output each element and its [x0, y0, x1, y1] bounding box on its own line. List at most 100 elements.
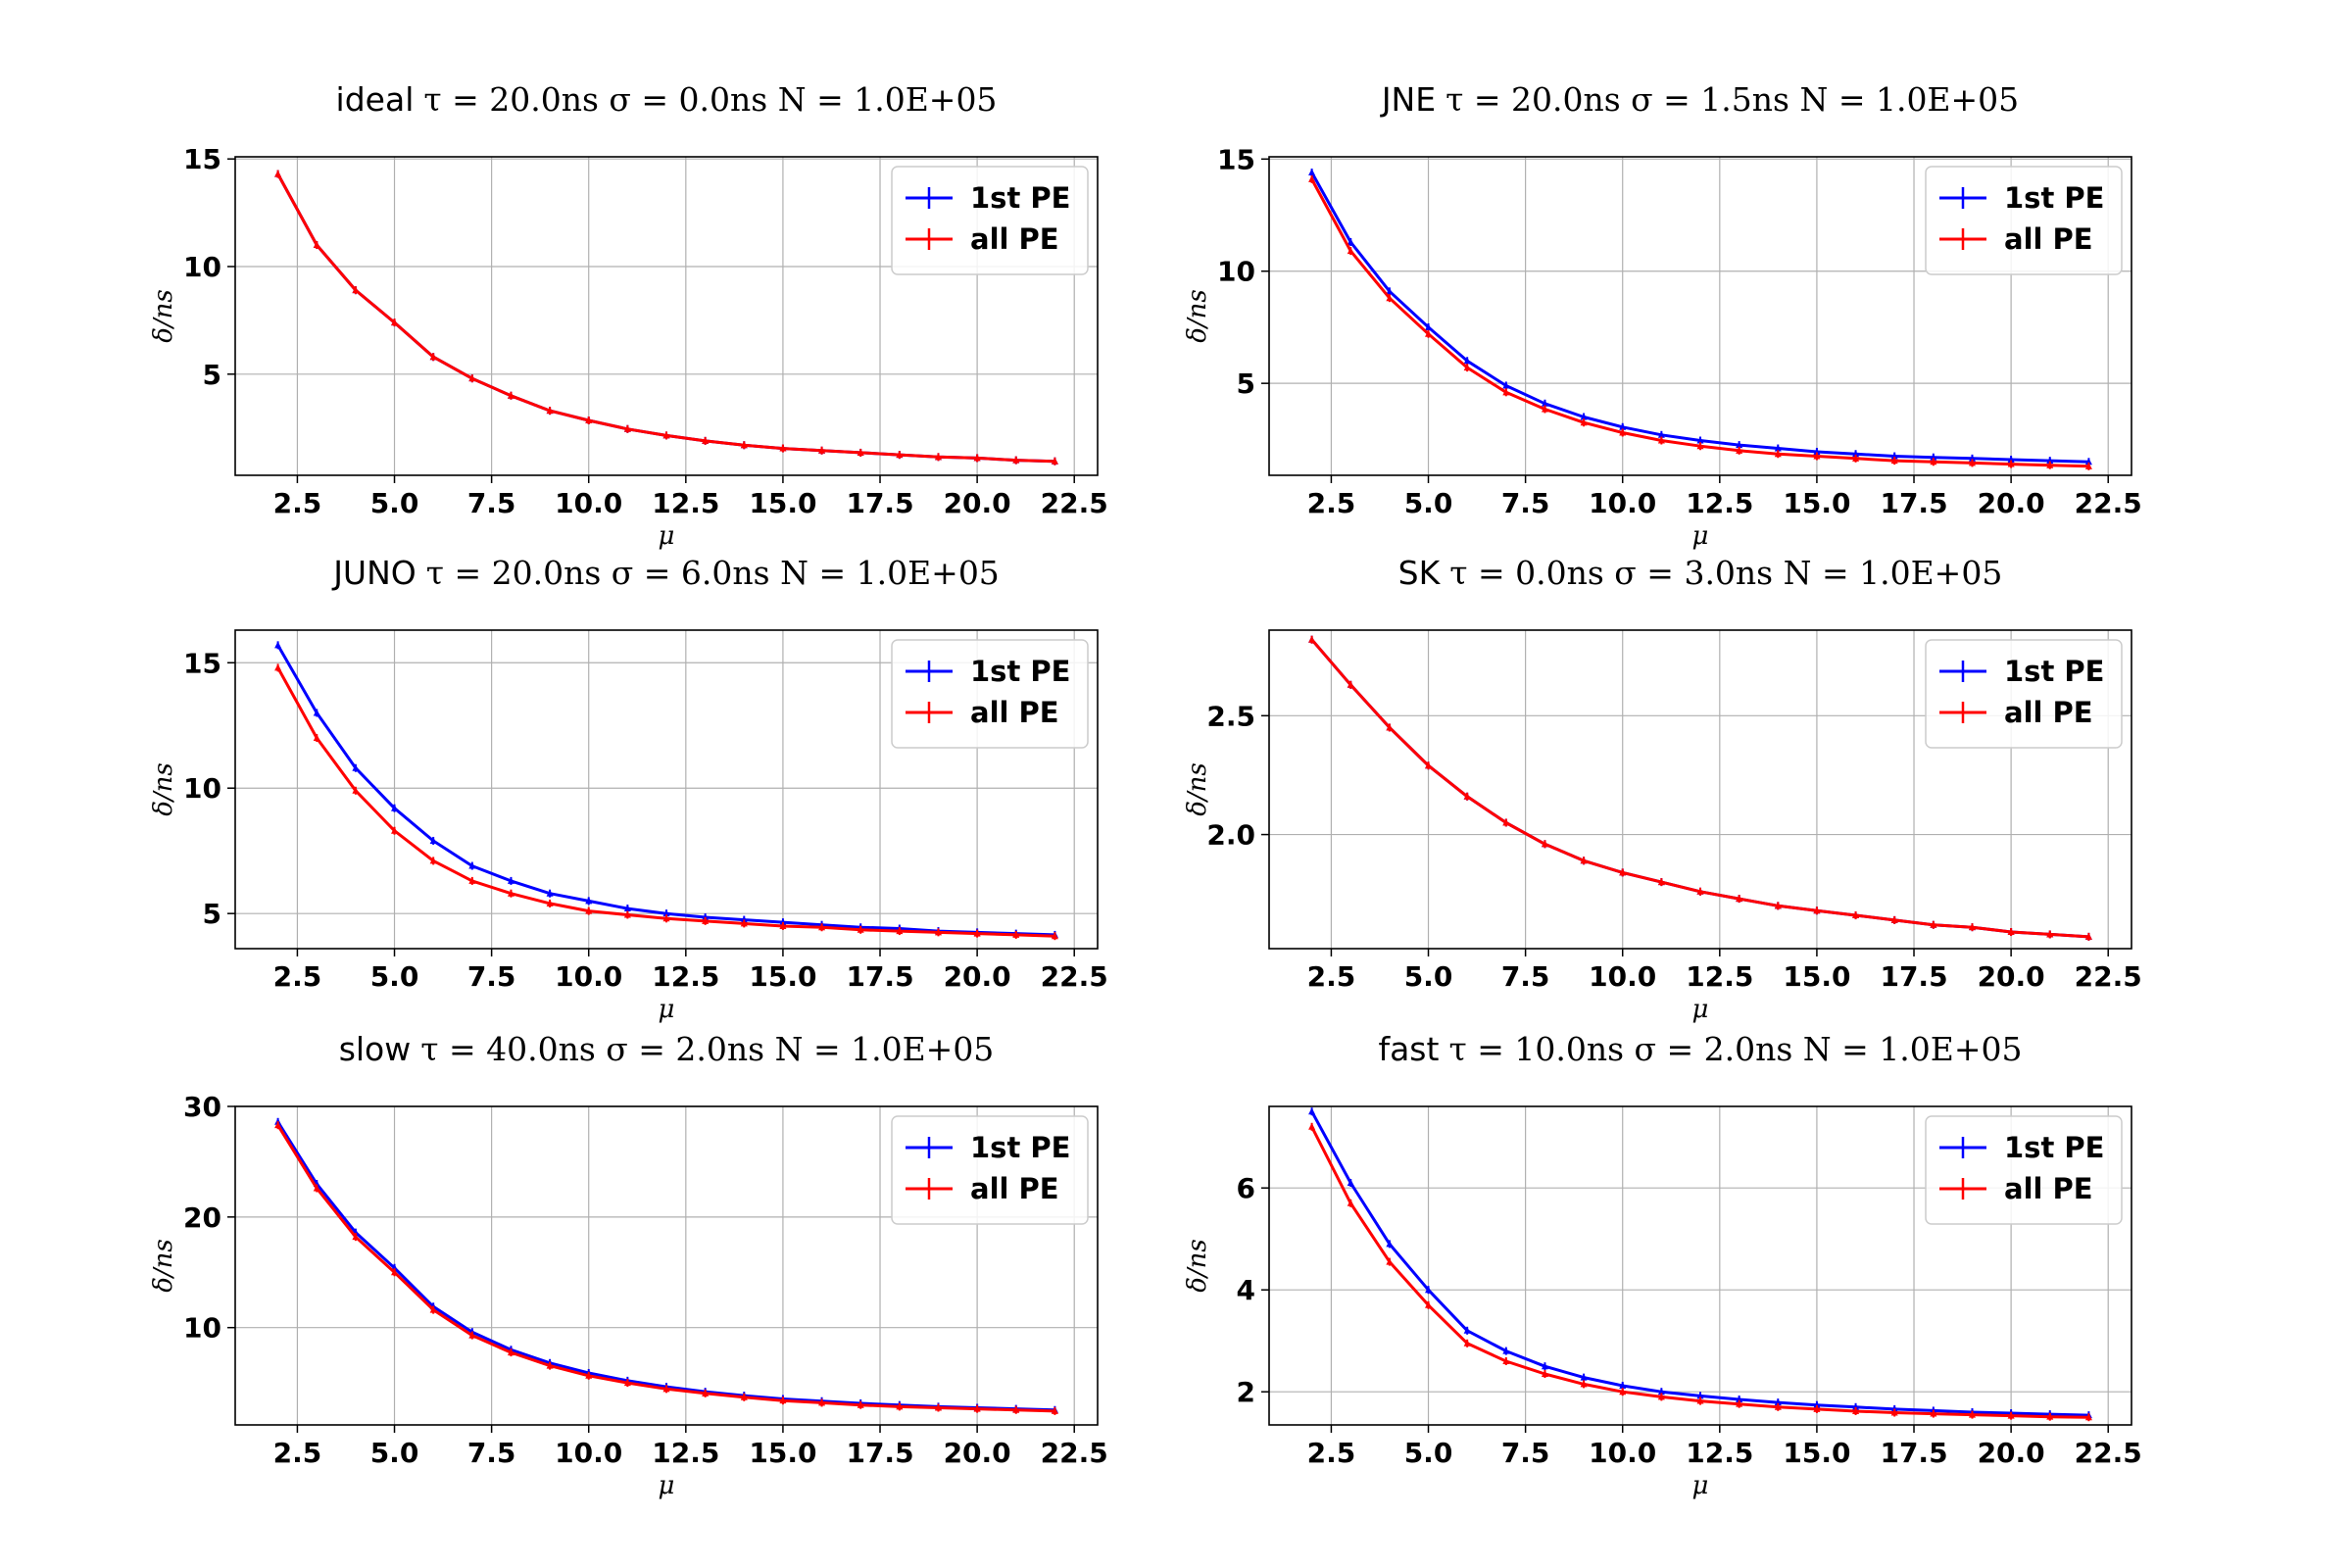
data-point [1657, 1388, 1665, 1396]
data-point [429, 353, 437, 361]
data-point [313, 241, 320, 249]
data-point [1813, 452, 1821, 460]
data-point [1502, 818, 1510, 826]
data-point [1696, 887, 1704, 895]
title-prefix: fast [1378, 1030, 1439, 1068]
data-point [740, 441, 748, 449]
data-point [1736, 1396, 1743, 1402]
data-point [934, 1403, 942, 1411]
x-axis-label: μ [659, 995, 675, 1024]
x-tick-label: 2.5 [273, 1437, 322, 1469]
y-tick-label: 2.5 [1206, 700, 1255, 732]
data-point [1425, 322, 1433, 330]
data-point [1502, 381, 1510, 389]
legend-box [891, 1115, 1089, 1225]
data-point [1813, 906, 1821, 914]
x-tick-label: 5.0 [1404, 960, 1453, 993]
data-point [429, 1305, 437, 1313]
x-tick-label: 2.5 [273, 960, 322, 993]
data-point [1580, 418, 1588, 426]
data-point [2007, 1411, 2015, 1419]
legend-label: all PE [970, 696, 1059, 729]
data-point [1696, 442, 1704, 450]
x-tick-label: 5.0 [370, 1437, 419, 1469]
x-tick-label: 15.0 [1783, 487, 1850, 519]
data-point [1386, 287, 1394, 295]
data-point [1386, 1240, 1394, 1248]
data-point [934, 453, 942, 461]
data-point [429, 857, 437, 864]
y-tick-label: 6 [1237, 1172, 1255, 1204]
legend-label: all PE [2004, 696, 2093, 729]
subplot-3: JUNO τ = 20.0ns σ = 6.0ns N = 1.0E+05 2.5 5… [149, 554, 1108, 1024]
data-point [779, 918, 787, 926]
data-point [468, 1331, 476, 1339]
x-tick-label: 12.5 [1686, 487, 1753, 519]
data-point [468, 876, 476, 884]
y-axis-label: δ/ns [1183, 762, 1212, 816]
x-axis-label: μ [1692, 1471, 1709, 1500]
data-point [1051, 932, 1058, 940]
plot-frame [234, 1105, 1099, 1426]
plot-frame [1268, 629, 2132, 950]
data-point [702, 1389, 710, 1396]
x-tick-label: 15.0 [1783, 1437, 1850, 1469]
legend-label: 1st PE [2004, 181, 2104, 215]
data-point [1580, 1380, 1588, 1388]
data-point [740, 919, 748, 927]
x-tick-label: 12.5 [1686, 960, 1753, 993]
data-point [1580, 1373, 1588, 1381]
data-point [1463, 792, 1471, 800]
data-point [1852, 911, 1860, 919]
data-point [662, 431, 670, 439]
data-point [1386, 723, 1394, 731]
data-point [2007, 928, 2015, 936]
data-point [2084, 1413, 2092, 1421]
data-point [391, 804, 399, 811]
data-point [1347, 247, 1354, 255]
data-point [546, 407, 554, 415]
data-point [391, 1268, 399, 1276]
data-point [1012, 456, 1020, 464]
x-tick-label: 2.5 [273, 487, 322, 519]
data-point [1541, 399, 1548, 407]
x-tick-label: 17.5 [1880, 487, 1947, 519]
data-point [1541, 1362, 1548, 1370]
data-point [1736, 1399, 1743, 1407]
x-tick-label: 12.5 [652, 960, 719, 993]
data-point [1890, 915, 1898, 923]
data-point [1852, 454, 1860, 462]
y-tick-label: 15 [1217, 143, 1255, 175]
subplot-2: JNE τ = 20.0ns σ = 1.5ns N = 1.0E+05 2.5 5.… [1183, 80, 2142, 551]
data-point [818, 923, 826, 931]
legend: 1st PE all PE [1925, 639, 2123, 749]
data-point [1852, 1402, 1860, 1410]
y-tick-label: 10 [183, 1312, 221, 1345]
legend-box [1925, 639, 2123, 749]
data-point [1890, 457, 1898, 465]
legend: 1st PE all PE [891, 1115, 1089, 1225]
data-point [274, 170, 282, 177]
data-point [973, 454, 981, 462]
y-tick-label: 10 [183, 251, 221, 283]
x-tick-label: 20.0 [1978, 487, 2045, 519]
legend-label: all PE [2004, 1172, 2093, 1205]
legend-label: 1st PE [2004, 655, 2104, 688]
data-point [1386, 294, 1394, 302]
x-tick-label: 20.0 [944, 1437, 1011, 1469]
title-params: τ = 0.0ns σ = 3.0ns N = 1.0E+05 [1449, 554, 2002, 592]
data-point [779, 921, 787, 929]
legend-label: 1st PE [970, 655, 1070, 688]
data-point [1386, 1257, 1394, 1265]
data-point [391, 318, 399, 326]
title-prefix: ideal [336, 80, 415, 119]
data-point [1463, 1326, 1471, 1334]
data-point [1968, 923, 1976, 931]
legend-box [1925, 166, 2123, 275]
data-point [2007, 455, 2015, 463]
legend-label: all PE [970, 1172, 1059, 1205]
x-tick-label: 7.5 [1501, 487, 1550, 519]
title-params: τ = 20.0ns σ = 6.0ns N = 1.0E+05 [426, 554, 1000, 592]
data-point [1930, 920, 1937, 928]
data-point [274, 641, 282, 649]
